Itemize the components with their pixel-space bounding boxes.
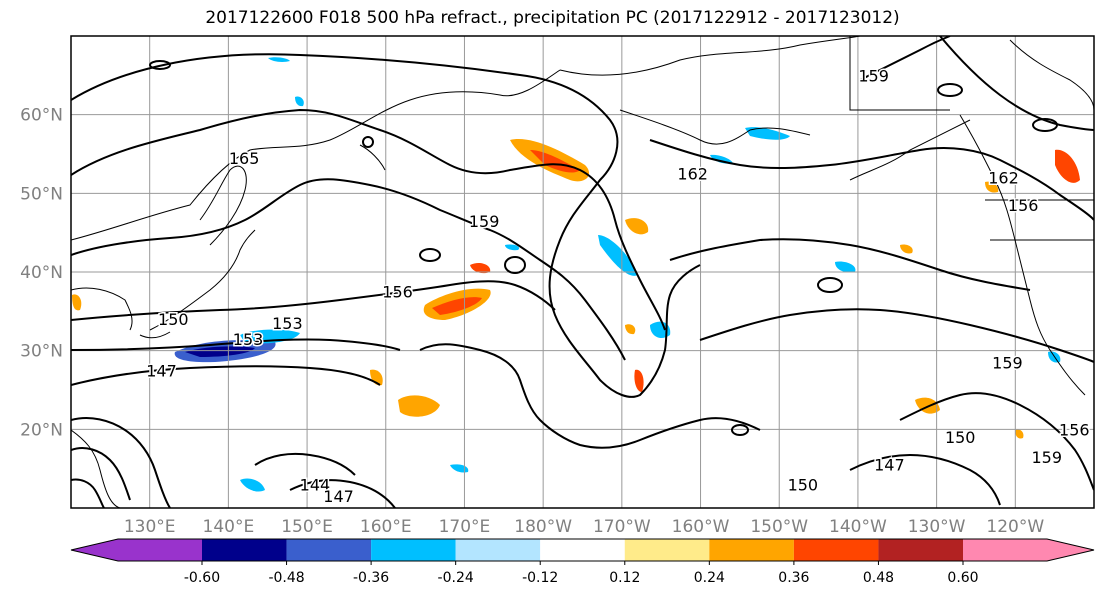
- colorbar-tick-label: -0.60: [184, 570, 220, 586]
- colorbar-tick-label: -0.36: [353, 570, 389, 586]
- colorbar-segment: [963, 539, 1094, 561]
- colorbar-segment: [624, 539, 710, 561]
- gridlines: [71, 36, 1094, 508]
- lon-tick-label: 150°E: [281, 517, 333, 537]
- colorbar-tick-label: -0.48: [268, 570, 304, 586]
- colorbar-segment: [540, 539, 625, 561]
- lon-tick-label: 180°W: [514, 517, 572, 537]
- contour-label: 159: [992, 353, 1023, 372]
- colorbar-segment: [202, 539, 287, 561]
- lon-tick-label: 170°E: [439, 517, 491, 537]
- contour-labels: 1651621591561531531501471441471591621561…: [145, 65, 1091, 508]
- contour-label: 156: [382, 283, 413, 302]
- colorbar-segment: [71, 539, 202, 561]
- map-frame: [70, 35, 1095, 509]
- lon-tick-label: 140°W: [829, 517, 887, 537]
- lat-tick-label: 40°N: [20, 263, 63, 283]
- lon-tick-label: 150°W: [750, 517, 808, 537]
- contour-label: 159: [1032, 448, 1063, 467]
- contour-label: 144: [300, 475, 331, 494]
- colorbar-segment: [286, 539, 372, 561]
- colorbar-segment: [455, 539, 541, 561]
- lon-tick-label: 140°E: [203, 517, 255, 537]
- lon-tick-label: 130°W: [908, 517, 966, 537]
- contour-label: 153: [233, 330, 264, 349]
- colorbar-tick-label: -0.12: [522, 570, 558, 586]
- lon-tick-label: 160°W: [672, 517, 730, 537]
- colorbar-outline: [70, 538, 1095, 562]
- lat-tick-label: 30°N: [20, 342, 63, 362]
- contour-label: 150: [788, 475, 819, 494]
- contour-label: 150: [945, 428, 976, 447]
- colorbar-tick-label: 0.36: [778, 570, 809, 586]
- colorbar-segment: [709, 539, 794, 561]
- lon-tick-label: 170°W: [593, 517, 651, 537]
- colorbar-segment: [793, 539, 879, 561]
- page-title: 2017122600 F018 500 hPa refract., precip…: [205, 8, 900, 28]
- contour-label: 156: [1008, 196, 1039, 215]
- contour-label: 150: [158, 310, 189, 329]
- lat-tick-label: 60°N: [20, 106, 63, 126]
- contour-label: 156: [1059, 420, 1090, 439]
- contour-label: 162: [677, 165, 708, 184]
- colorbar-segment: [371, 539, 456, 561]
- colorbar-tick-label: 0.60: [947, 570, 978, 586]
- colorbar-tick-label: 0.12: [609, 570, 640, 586]
- latitude-labels: 20°N 30°N 40°N 50°N 60°N: [20, 106, 63, 441]
- contour-label: 165: [229, 149, 260, 168]
- contour-label: 147: [874, 456, 905, 475]
- colorbar: [70, 538, 1095, 562]
- lon-tick-label: 160°E: [360, 517, 412, 537]
- contour-label: 153: [272, 314, 303, 333]
- lat-tick-label: 20°N: [20, 420, 63, 440]
- contour-label: 147: [146, 361, 177, 380]
- contour-label: 159: [858, 66, 889, 85]
- colorbar-tick-label: 0.48: [863, 570, 894, 586]
- contour-label: 162: [988, 169, 1019, 188]
- colorbar-segment: [878, 539, 963, 561]
- contour-label: 159: [469, 212, 500, 231]
- contour-label: 147: [323, 487, 354, 506]
- longitude-labels: 130°E 140°E 150°E 160°E 170°E 180°W 170°W 160°W…: [124, 517, 1045, 537]
- colorbar-tick-label: 0.24: [694, 570, 725, 586]
- colorbar-tick-label: -0.24: [438, 570, 474, 586]
- lat-tick-label: 50°N: [20, 184, 63, 204]
- lon-tick-label: 120°W: [986, 517, 1044, 537]
- refractivity-contours: [71, 36, 1094, 508]
- colorbar-tick-labels: -0.60 -0.48 -0.36 -0.24 -0.12 0.12 0.24 0.36 0.4…: [184, 561, 979, 586]
- lon-tick-label: 130°E: [124, 517, 176, 537]
- coastlines: [71, 36, 1094, 508]
- precipitation-shading: [72, 57, 1080, 492]
